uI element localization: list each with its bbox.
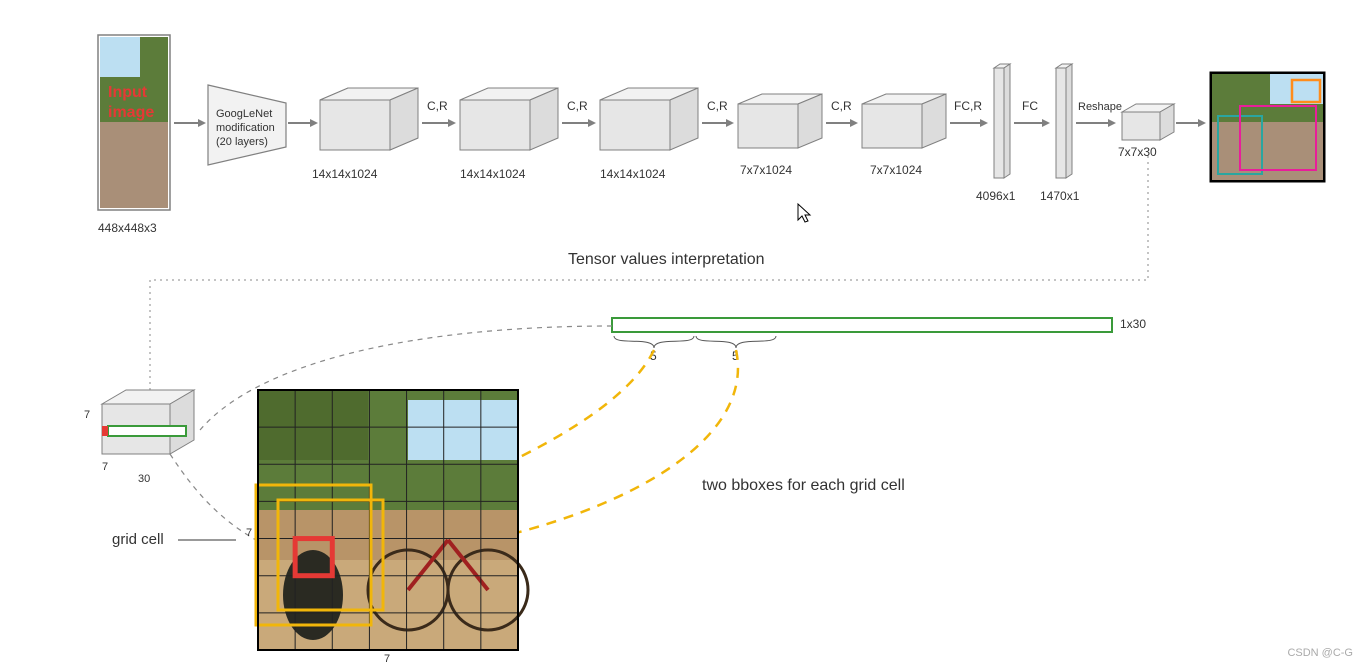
arrow-8: FC [1014, 99, 1050, 127]
googlenet-line2: modification [216, 122, 275, 134]
fc-block-1 [994, 64, 1010, 178]
block2-caption: 14x14x1024 [460, 167, 526, 181]
brace-1: 5 [614, 336, 694, 363]
googlenet-line1: GoogLeNet [216, 108, 272, 120]
small-tensor-d: 30 [138, 473, 150, 485]
fc2-caption: 1470x1 [1040, 189, 1080, 203]
grid-caption-left: 7 [246, 527, 252, 539]
arrow-1 [174, 119, 206, 127]
cursor-icon [798, 204, 810, 222]
arrow-7: FC,R [950, 99, 988, 127]
arrow-4: C,R [562, 99, 596, 127]
reshape-block [1122, 104, 1174, 140]
conv-block-4 [738, 94, 822, 148]
conv-block-2 [460, 88, 558, 150]
arrow-9-label: Reshape [1078, 101, 1122, 113]
tensor-row-label: 1x30 [1120, 317, 1146, 331]
fc1-caption: 4096x1 [976, 189, 1016, 203]
tensor-interpretation-title: Tensor values interpretation [568, 251, 765, 268]
block1-caption: 14x14x1024 [312, 167, 378, 181]
small-tensor-w: 7 [102, 461, 108, 473]
arrow-3-label: C,R [427, 99, 448, 113]
small-tensor-block [102, 390, 194, 454]
arrow-9: Reshape [1076, 101, 1122, 127]
arrow-5: C,R [702, 99, 734, 127]
two-bboxes-label: two bboxes for each grid cell [702, 477, 905, 494]
input-image-block: Input image [98, 35, 170, 210]
arrow-2 [288, 119, 318, 127]
conv-block-5 [862, 94, 946, 148]
grid-cell-label: grid cell [112, 531, 164, 548]
conv-block-1 [320, 88, 418, 150]
arrow-6: C,R [826, 99, 858, 127]
arrow-4-label: C,R [567, 99, 588, 113]
grid-image [256, 390, 528, 650]
googlenet-block: GoogLeNet modification (20 layers) [208, 85, 286, 165]
small-tensor-h: 7 [84, 409, 90, 421]
arrow-5-label: C,R [707, 99, 728, 113]
tensor-row [612, 318, 1112, 332]
arrow-7-label: FC,R [954, 99, 982, 113]
diagram-canvas: Input image 448x448x3 GoogLeNet modifica… [0, 0, 1363, 665]
googlenet-line3: (20 layers) [216, 136, 268, 148]
watermark: CSDN @C-G [1287, 647, 1353, 659]
arrow-3: C,R [422, 99, 456, 127]
block3-caption: 14x14x1024 [600, 167, 666, 181]
arrow-8-label: FC [1022, 99, 1038, 113]
input-label-1: Input [108, 84, 148, 101]
reshape-caption: 7x7x30 [1118, 145, 1157, 159]
brace-2: 5 [696, 336, 776, 363]
conv-block-3 [600, 88, 698, 150]
block4-caption: 7x7x1024 [740, 163, 792, 177]
output-image [1210, 72, 1325, 182]
grid-caption-bottom: 7 [384, 653, 390, 665]
input-caption: 448x448x3 [98, 221, 157, 235]
arrow-10 [1176, 119, 1206, 127]
fc-block-2 [1056, 64, 1072, 178]
input-label-2: image [108, 104, 154, 121]
block5-caption: 7x7x1024 [870, 163, 922, 177]
arrow-6-label: C,R [831, 99, 852, 113]
